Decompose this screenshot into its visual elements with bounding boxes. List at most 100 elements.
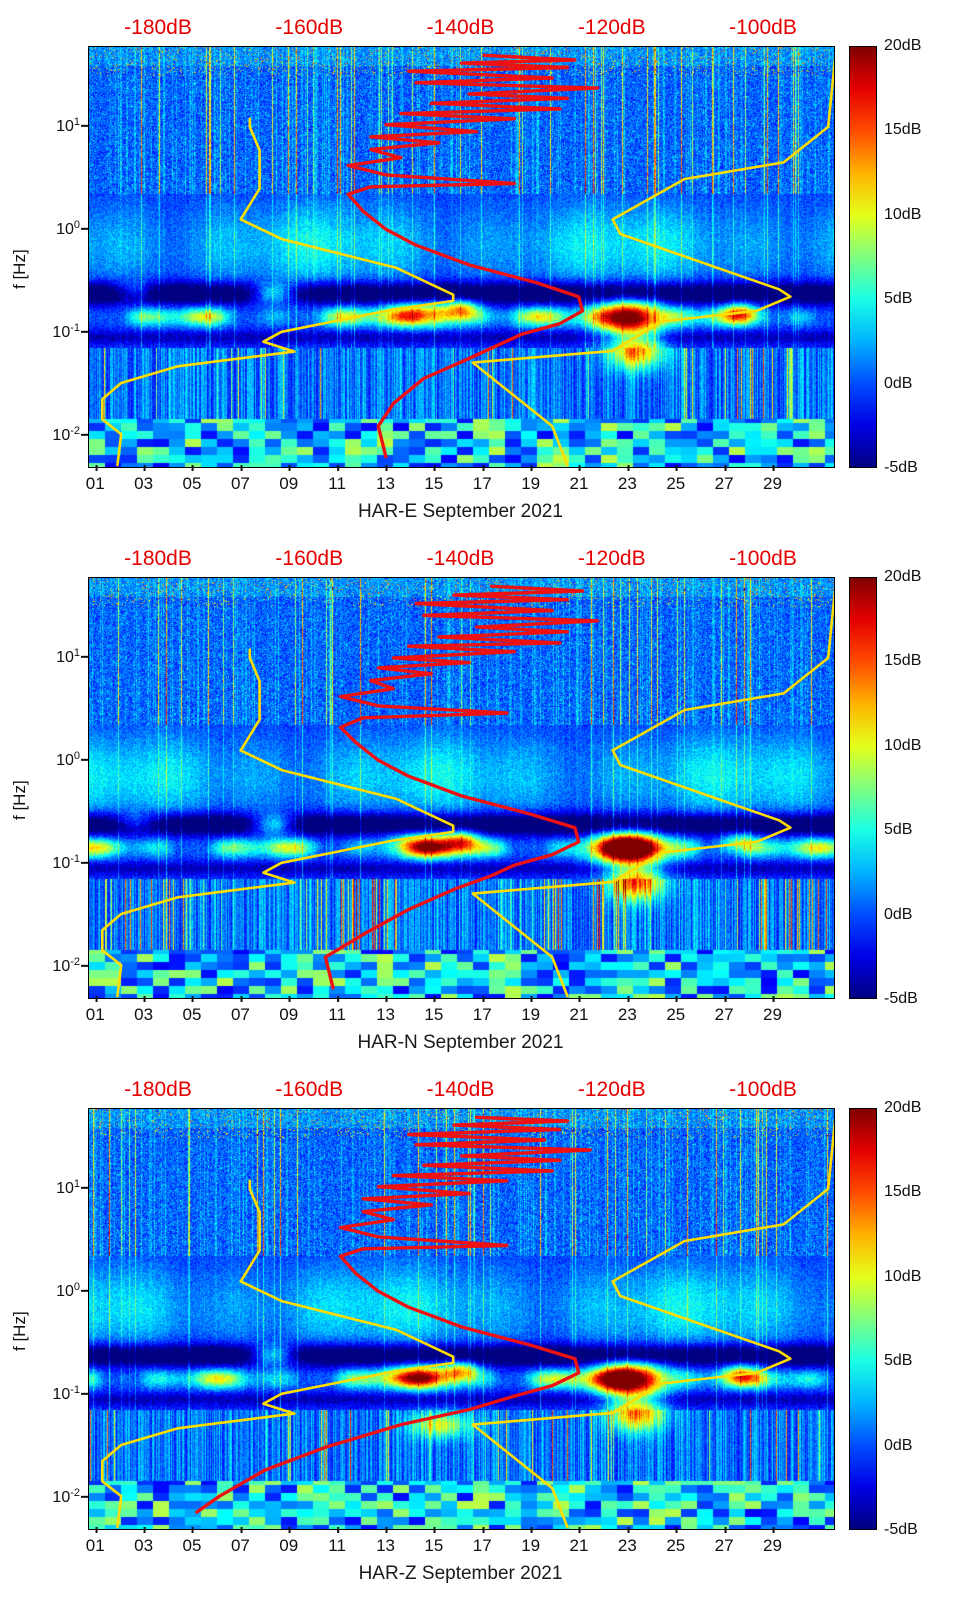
x-tick: 11 — [328, 1527, 346, 1555]
colorbar-labels: 20dB 15dB 10dB 5dB 0dB -5dB — [884, 568, 956, 1007]
y-tick-10e1: 101 — [56, 647, 80, 667]
x-tick: 27 — [714, 465, 734, 493]
top-axis-tick: -120dB — [577, 547, 646, 570]
top-db-axis: -180dB -160dB -140dB -120dB -100dB — [88, 1078, 833, 1108]
top-axis-tick: -100dB — [729, 547, 797, 570]
top-axis-tick: -140dB — [426, 1078, 495, 1101]
y-tick-10e0: 100 — [56, 218, 80, 239]
x-axis: 01 03 05 07 09 11 13 15 17 19 21 23 25 2… — [85, 996, 833, 1028]
x-tick: 09 — [279, 465, 299, 493]
panel-title: HAR-N September 2021 — [357, 1032, 564, 1053]
colorbar-tick: 5dB — [884, 1352, 913, 1370]
x-tick: 19 — [521, 465, 541, 493]
x-tick: 21 — [569, 996, 589, 1024]
x-tick: 03 — [134, 465, 154, 493]
y-axis: f [Hz] 101 100 10-1 10-2 — [0, 1108, 88, 1530]
x-tick: 05 — [182, 996, 202, 1024]
plot-area — [88, 577, 835, 999]
x-tick: 05 — [182, 465, 202, 493]
colorbar — [849, 1108, 877, 1530]
colorbar-tick: 10dB — [884, 1267, 922, 1285]
plot-area — [88, 46, 835, 468]
plot-area — [88, 1108, 835, 1530]
x-tick: 03 — [134, 996, 154, 1024]
x-tick: 09 — [279, 1527, 299, 1555]
x-tick: 27 — [714, 996, 734, 1024]
colorbar-tick: 20dB — [884, 37, 922, 54]
top-axis-tick: -100dB — [729, 1078, 797, 1101]
colorbar-wrap — [849, 577, 877, 999]
x-tick: 13 — [376, 996, 396, 1024]
nhnm-noise-model-curve — [471, 587, 834, 998]
nlnm-noise-model-curve — [101, 1179, 455, 1529]
top-axis-tick: -140dB — [426, 547, 495, 570]
x-tick: 23 — [617, 465, 637, 493]
x-tick: 15 — [424, 996, 444, 1024]
colorbar — [849, 577, 877, 999]
top-axis-tick: -160dB — [275, 16, 344, 39]
colorbar-tick: 15dB — [884, 1183, 922, 1201]
y-axis-label: f [Hz] — [10, 1311, 29, 1351]
colorbar-labels: 20dB 15dB 10dB 5dB 0dB -5dB — [884, 37, 956, 476]
x-tick: 09 — [279, 996, 299, 1024]
y-tick-10e0: 100 — [56, 749, 80, 770]
x-tick: 11 — [328, 465, 346, 493]
x-tick: 21 — [569, 1527, 589, 1555]
colorbar-tick: -5dB — [884, 1521, 918, 1538]
y-tick-10e-1: 10-1 — [52, 1383, 80, 1404]
x-tick: 01 — [85, 465, 105, 493]
x-tick: 17 — [472, 1527, 492, 1555]
x-tick: 01 — [85, 1527, 105, 1555]
top-axis-tick: -160dB — [275, 547, 344, 570]
x-tick: 19 — [521, 996, 541, 1024]
x-tick: 13 — [376, 1527, 396, 1555]
station-psd-curve — [195, 1115, 592, 1514]
colorbar-tick: 10dB — [884, 736, 922, 754]
nlnm-noise-model-curve — [101, 648, 455, 998]
top-axis-tick: -120dB — [577, 1078, 646, 1101]
top-axis-tick: -180dB — [124, 1078, 192, 1101]
x-tick: 25 — [666, 1527, 686, 1555]
y-tick-10e-2: 10-2 — [52, 424, 80, 445]
top-axis-tick: -160dB — [275, 1078, 344, 1101]
colorbar-tick: 0dB — [884, 374, 913, 392]
colorbar-tick: -5dB — [884, 990, 918, 1007]
y-axis-label: f [Hz] — [10, 780, 29, 820]
colorbar-wrap — [849, 1108, 877, 1530]
station-psd-curve — [346, 53, 600, 459]
spectrogram-panel-2: -180dB -160dB -140dB -120dB -100dB f [Hz… — [0, 1068, 962, 1585]
y-tick-10e-1: 10-1 — [52, 852, 80, 873]
x-tick: 01 — [85, 996, 105, 1024]
x-tick: 29 — [763, 1527, 782, 1555]
panel-main-row: f [Hz] 101 100 10-1 10-2 20dB 15dB — [0, 1099, 962, 1538]
x-tick: 05 — [182, 1527, 202, 1555]
overlay-curves — [101, 53, 834, 467]
y-axis-label: f [Hz] — [10, 249, 29, 289]
x-tick: 21 — [569, 465, 589, 493]
colorbar-tick: 20dB — [884, 568, 922, 585]
y-tick-10e-1: 10-1 — [52, 321, 80, 342]
colorbar-tick: 10dB — [884, 205, 922, 223]
colorbar-tick: 20dB — [884, 1099, 922, 1116]
x-tick: 19 — [521, 1527, 541, 1555]
colorbar-tick: 0dB — [884, 905, 913, 923]
overlay-curves — [101, 584, 834, 998]
panel-title: HAR-Z September 2021 — [358, 1563, 563, 1584]
colorbar — [849, 46, 877, 468]
top-axis-tick: -180dB — [124, 16, 192, 39]
spectrogram-panel-0: -180dB -160dB -140dB -120dB -100dB f [Hz… — [0, 6, 962, 523]
top-db-axis: -180dB -160dB -140dB -120dB -100dB — [88, 16, 833, 46]
colorbar-tick: 15dB — [884, 652, 922, 670]
nlnm-noise-model-curve — [101, 117, 455, 467]
colorbar-tick: 15dB — [884, 121, 922, 139]
colorbar-tick: -5dB — [884, 459, 918, 476]
x-tick: 27 — [714, 1527, 734, 1555]
y-tick-10e-2: 10-2 — [52, 955, 80, 976]
x-tick: 17 — [472, 996, 492, 1024]
x-tick: 03 — [134, 1527, 154, 1555]
x-tick: 11 — [328, 996, 346, 1024]
x-tick: 25 — [666, 465, 686, 493]
x-tick: 15 — [424, 465, 444, 493]
colorbar-labels: 20dB 15dB 10dB 5dB 0dB -5dB — [884, 1099, 956, 1538]
